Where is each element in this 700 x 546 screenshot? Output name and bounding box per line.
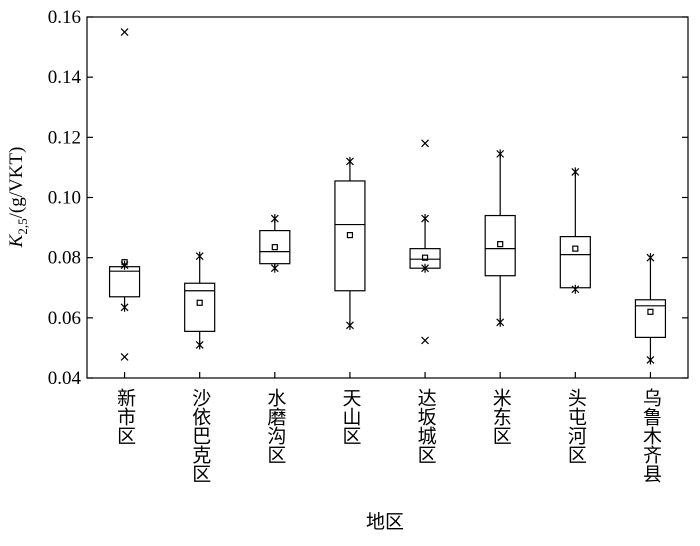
marker-stroke bbox=[421, 139, 429, 148]
box bbox=[634, 299, 667, 338]
box bbox=[259, 229, 291, 265]
marker-stroke bbox=[346, 320, 354, 330]
x-axis-label: 地区 bbox=[366, 511, 404, 533]
y-tick-label: 0.16 bbox=[48, 7, 81, 28]
whisker-end bbox=[270, 263, 279, 273]
box bbox=[184, 282, 216, 332]
marker-stroke bbox=[571, 167, 580, 177]
outlier bbox=[421, 139, 429, 148]
box bbox=[559, 236, 591, 289]
y-tick-label: 0.06 bbox=[48, 308, 81, 329]
x-tick-label: 达坂城区 bbox=[415, 388, 437, 464]
whisker-end bbox=[496, 149, 505, 159]
marker-stroke bbox=[270, 214, 279, 224]
outlier bbox=[120, 353, 129, 361]
marker-stroke bbox=[646, 253, 655, 263]
marker-stroke bbox=[270, 263, 279, 273]
outlier bbox=[421, 336, 429, 345]
marker-stroke bbox=[120, 302, 129, 312]
marker-stroke bbox=[195, 251, 204, 261]
y-tick-label: 0.14 bbox=[48, 67, 82, 88]
mean bbox=[421, 254, 429, 261]
whisker-end bbox=[346, 156, 354, 166]
marker-stroke bbox=[120, 353, 129, 361]
x-tick-label: 乌鲁木齐县 bbox=[640, 388, 662, 483]
mean bbox=[121, 259, 128, 266]
whisker-end bbox=[646, 253, 655, 263]
box bbox=[484, 214, 516, 277]
y-label-rest: /(g/VKT) bbox=[6, 147, 27, 219]
y-tick-label: 0.04 bbox=[48, 368, 82, 389]
whisker-end bbox=[571, 284, 580, 294]
x-tick-label: 水磨沟区 bbox=[264, 388, 286, 464]
mean bbox=[572, 245, 579, 252]
whisker-end bbox=[346, 320, 354, 330]
marker-stroke bbox=[646, 355, 655, 365]
whisker-end bbox=[195, 251, 204, 261]
mean bbox=[271, 244, 278, 251]
whisker-end bbox=[496, 317, 505, 327]
plot-frame bbox=[86, 16, 689, 379]
whisker-end bbox=[421, 214, 429, 224]
x-tick-label: 天山区 bbox=[339, 388, 361, 445]
y-axis-label: K2,5/(g/VKT) bbox=[6, 147, 30, 249]
whisker-end bbox=[120, 302, 129, 312]
mean bbox=[497, 241, 504, 248]
marker-stroke bbox=[421, 336, 429, 345]
marker-stroke bbox=[421, 263, 429, 273]
y-tick-label: 0.12 bbox=[48, 127, 81, 148]
y-label-main: K bbox=[6, 233, 27, 248]
y-label-sub: 2,5 bbox=[15, 218, 30, 234]
mean bbox=[647, 308, 654, 315]
marker-stroke bbox=[195, 340, 204, 350]
marker-stroke bbox=[120, 28, 129, 36]
marker-stroke bbox=[421, 214, 429, 224]
x-tick-label: 新市区 bbox=[114, 388, 136, 445]
mean bbox=[346, 232, 354, 239]
whisker-end bbox=[571, 167, 580, 177]
y-tick-label: 0.10 bbox=[48, 188, 81, 209]
x-tick-label: 沙依巴克区 bbox=[189, 388, 211, 483]
whisker-end bbox=[421, 263, 429, 273]
marker-stroke bbox=[496, 149, 505, 159]
x-tick-label: 头屯河区 bbox=[565, 388, 587, 464]
marker-stroke bbox=[496, 317, 505, 327]
outlier bbox=[120, 28, 129, 36]
y-tick-label: 0.08 bbox=[48, 248, 81, 269]
mean bbox=[196, 299, 203, 306]
marker-stroke bbox=[571, 284, 580, 294]
marker-stroke bbox=[346, 156, 354, 166]
whisker-end bbox=[646, 355, 655, 365]
x-tick-label: 米东区 bbox=[490, 388, 512, 445]
box bbox=[334, 180, 366, 292]
whisker-end bbox=[195, 340, 204, 350]
whisker-end bbox=[270, 214, 279, 224]
